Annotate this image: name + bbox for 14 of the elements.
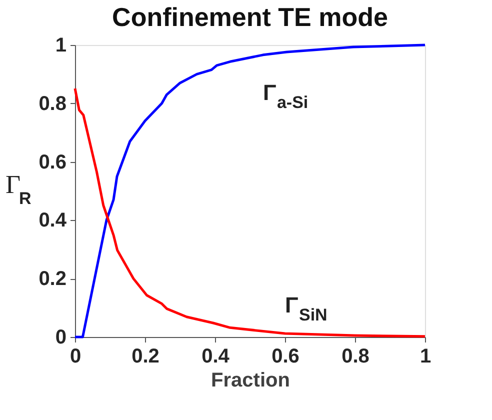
x-tick-label: 0 (70, 346, 82, 368)
y-tick-label: 0.6 (38, 151, 66, 174)
y-tick-label: 0.2 (38, 268, 66, 290)
y-tick-label: 0.4 (38, 210, 68, 232)
chart-title: Confinement TE mode (112, 2, 388, 32)
y-tick-label: 0 (55, 326, 66, 348)
x-tick-label: 0.2 (132, 346, 160, 368)
x-tick-label: 0.6 (272, 346, 300, 368)
x-tick-label: 0.8 (342, 346, 370, 368)
y-tick-label: 1 (55, 34, 66, 56)
x-tick-label: 0.4 (202, 346, 230, 368)
x-tick-label: 1 (420, 346, 432, 368)
x-axis-title: Fraction (211, 370, 290, 392)
y-tick-label: 0.8 (38, 92, 66, 115)
